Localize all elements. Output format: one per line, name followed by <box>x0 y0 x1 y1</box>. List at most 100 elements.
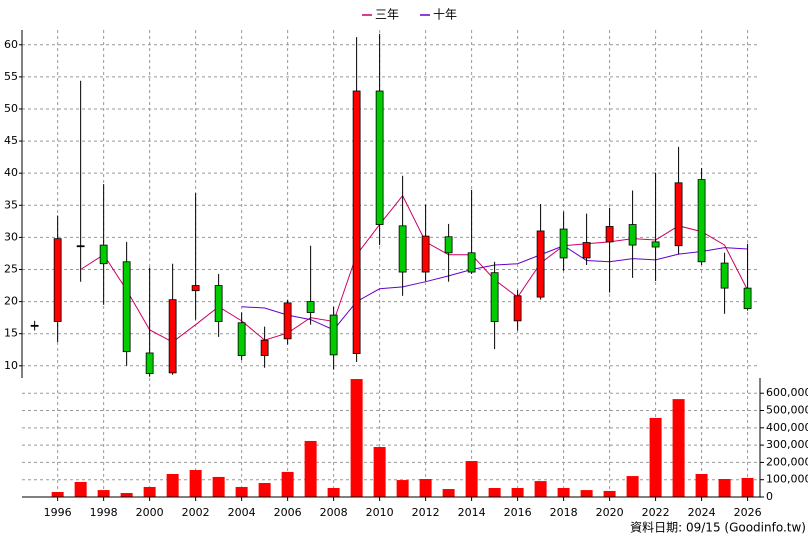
volume-bar <box>327 488 340 497</box>
volume-bar <box>534 481 547 497</box>
volume-bar <box>488 488 501 497</box>
candle-body <box>260 339 269 356</box>
x-tick-label: 2018 <box>550 506 578 519</box>
volume-bar <box>718 479 731 497</box>
volume-layer <box>51 379 754 497</box>
candle-body <box>306 301 315 313</box>
candle-body <box>720 262 729 289</box>
x-tick-label: 2004 <box>228 506 256 519</box>
y-tick-label: 40 <box>4 166 18 179</box>
x-tick-label: 2026 <box>734 506 762 519</box>
y-tick-label: 15 <box>4 327 18 340</box>
volume-bar <box>626 476 639 497</box>
candle-body <box>697 179 706 263</box>
candle-body <box>237 322 246 356</box>
y2-tick-label: 100,000 <box>766 473 808 486</box>
y2-tick-label: 0 <box>766 490 773 503</box>
plot-area <box>22 30 760 497</box>
volume-bar <box>603 490 616 497</box>
candle-layer <box>30 33 752 377</box>
volume-bar <box>281 471 294 497</box>
y-tick-label: 45 <box>4 134 18 147</box>
x-tick-label: 2016 <box>504 506 532 519</box>
candle-body <box>490 272 499 322</box>
volume-bar <box>258 482 271 497</box>
volume-bar <box>304 440 317 497</box>
volume-bar <box>74 481 87 497</box>
volume-bar <box>419 479 432 497</box>
x-tick-label: 1998 <box>90 506 118 519</box>
y-tick-label: 50 <box>4 102 18 115</box>
volume-bar <box>120 493 133 497</box>
candle-body <box>122 261 131 353</box>
volume-bar <box>396 480 409 497</box>
candle-body <box>76 245 85 248</box>
y-tick-label: 35 <box>4 198 18 211</box>
y2-tick-label: 200,000 <box>766 455 808 468</box>
legend-label: 十年 <box>433 8 457 22</box>
x-tick-label: 2022 <box>642 506 670 519</box>
candle-body <box>329 314 338 356</box>
volume-bar <box>350 379 363 497</box>
volume-bar <box>143 486 156 497</box>
x-tick-label: 2002 <box>182 506 210 519</box>
volume-bar <box>511 488 524 497</box>
candle-body <box>559 228 568 259</box>
candle-body <box>30 324 39 327</box>
y-tick-label: 30 <box>4 230 18 243</box>
volume-bar <box>465 461 478 497</box>
volume-bar <box>373 447 386 497</box>
y2-tick-label: 400,000 <box>766 421 808 434</box>
volume-bar <box>212 476 225 497</box>
volume-bar <box>97 490 110 497</box>
y2-tick-label: 500,000 <box>766 404 808 417</box>
volume-bar <box>166 473 179 497</box>
candle-body <box>444 236 453 254</box>
candle-body <box>651 241 660 248</box>
candle-body <box>99 244 108 265</box>
candle-body <box>605 226 614 243</box>
x-tick-label: 2006 <box>274 506 302 519</box>
volume-bar <box>649 417 662 497</box>
candle-body <box>674 182 683 247</box>
volume-bar <box>672 399 685 497</box>
x-tick-label: 2000 <box>136 506 164 519</box>
candle-body <box>191 285 200 292</box>
labels: 10 15 20 25 30 35 40 45 50 55 60 0 100,000 200,000 300… <box>4 8 808 520</box>
candle-body <box>375 90 384 225</box>
volume-bar <box>557 488 570 497</box>
candle-body <box>283 302 292 340</box>
y-tick-label: 25 <box>4 262 18 275</box>
y-tick-label: 55 <box>4 70 18 83</box>
candle-body <box>398 225 407 273</box>
volume-bar <box>695 473 708 497</box>
volume-bar <box>51 491 64 497</box>
y-tick-label: 10 <box>4 359 18 372</box>
x-tick-label: 2012 <box>412 506 440 519</box>
candle-body <box>582 242 591 259</box>
candle-body <box>145 352 154 374</box>
x-tick-label: 2020 <box>596 506 624 519</box>
candle-body <box>168 299 177 374</box>
y2-tick-label: 600,000 <box>766 386 808 399</box>
candle-body <box>352 90 361 355</box>
x-tick-label: 2010 <box>366 506 394 519</box>
x-tick-label: 1996 <box>44 506 72 519</box>
y-tick-label: 60 <box>4 38 18 51</box>
candle-body <box>743 287 752 310</box>
legend-label: 三年 <box>375 8 399 22</box>
candle-body <box>53 238 62 322</box>
candle-body <box>214 285 223 322</box>
x-tick-label: 2014 <box>458 506 486 519</box>
y-tick-label: 20 <box>4 295 18 308</box>
candle-body <box>421 235 430 273</box>
volume-bar <box>580 490 593 497</box>
candle-body <box>536 230 545 298</box>
candle-body <box>467 252 476 273</box>
candle-body <box>513 295 522 322</box>
volume-bar <box>189 470 202 497</box>
candle-body <box>628 224 637 246</box>
y2-tick-label: 300,000 <box>766 438 808 451</box>
x-tick-label: 2008 <box>320 506 348 519</box>
